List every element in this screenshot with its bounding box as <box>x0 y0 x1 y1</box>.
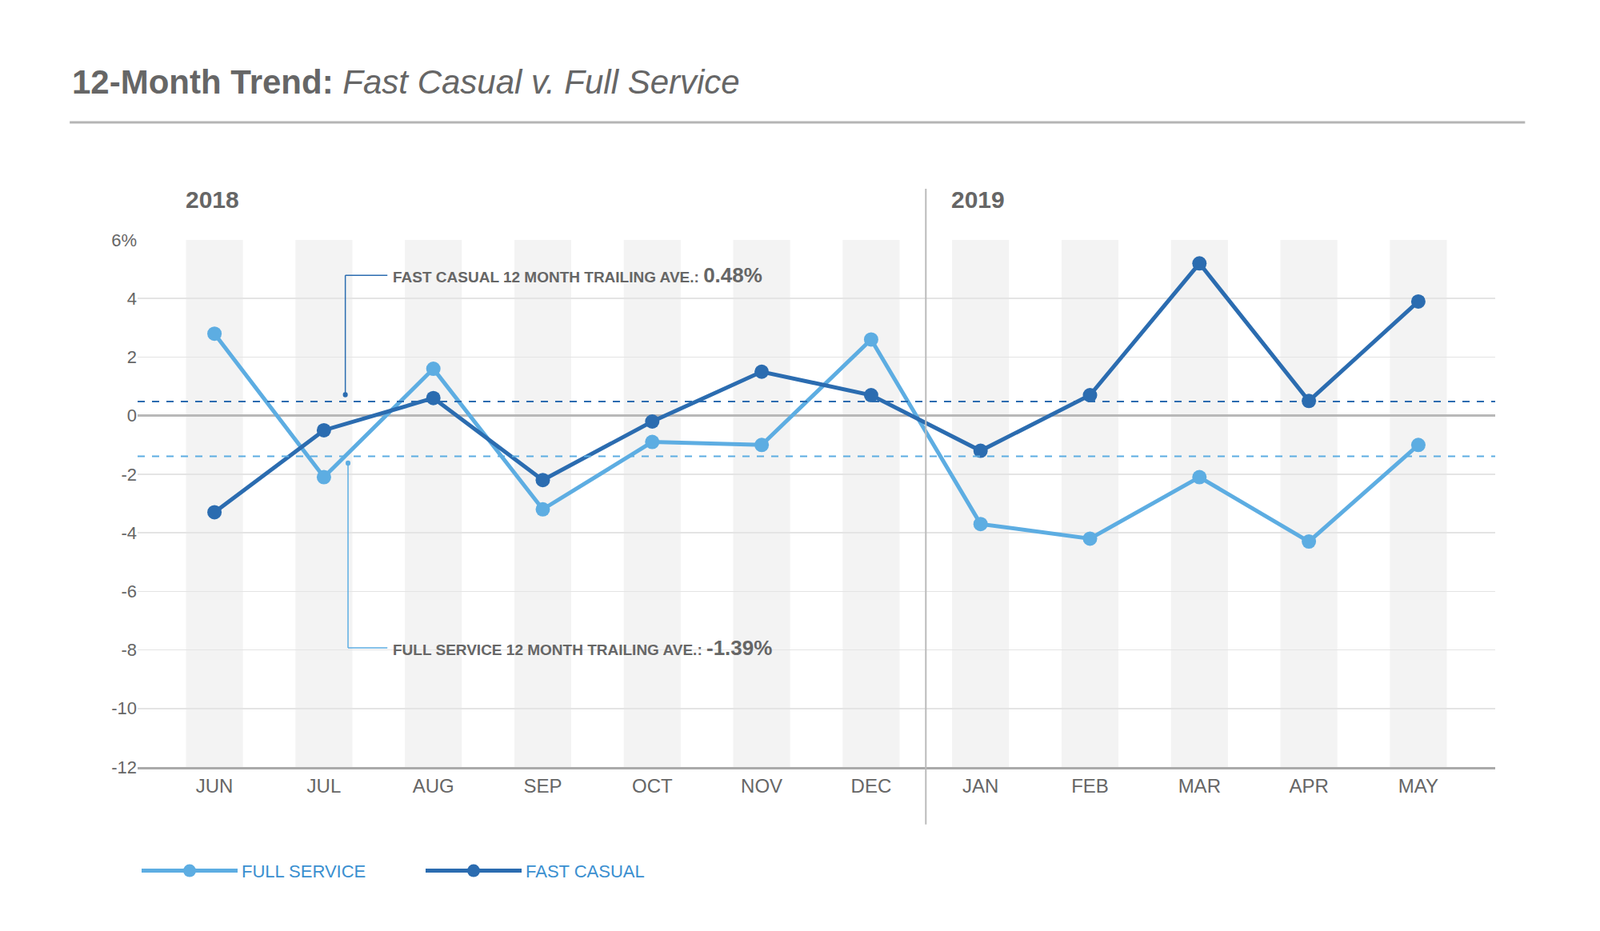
svg-text:-10: -10 <box>111 698 137 719</box>
svg-text:2018: 2018 <box>185 186 240 213</box>
svg-text:-2: -2 <box>120 464 137 485</box>
svg-text:NOV: NOV <box>740 775 783 797</box>
svg-text:6%: 6% <box>111 230 137 251</box>
svg-text:2: 2 <box>127 347 137 368</box>
svg-text:12-Month Trend: Fast Casual v.: 12-Month Trend: Fast Casual v. Full Serv… <box>72 63 740 101</box>
svg-text:-8: -8 <box>120 640 137 660</box>
svg-text:JUL: JUL <box>307 775 342 797</box>
svg-text:FULL SERVICE: FULL SERVICE <box>241 861 366 882</box>
svg-text:-4: -4 <box>120 523 137 544</box>
svg-text:MAY: MAY <box>1398 775 1439 797</box>
svg-text:JUN: JUN <box>196 775 234 797</box>
svg-text:FAST CASUAL: FAST CASUAL <box>525 861 645 882</box>
svg-text:AUG: AUG <box>412 775 455 797</box>
svg-text:-12: -12 <box>111 757 137 778</box>
svg-text:OCT: OCT <box>632 775 673 797</box>
svg-text:4: 4 <box>127 288 137 309</box>
svg-text:2019: 2019 <box>951 186 1005 213</box>
svg-text:MAR: MAR <box>1178 775 1221 797</box>
svg-text:APR: APR <box>1288 775 1328 797</box>
svg-text:FEB: FEB <box>1071 775 1109 797</box>
svg-text:0: 0 <box>127 405 137 426</box>
svg-text:JAN: JAN <box>962 775 999 797</box>
svg-text:DEC: DEC <box>851 775 892 797</box>
svg-text:-6: -6 <box>120 581 137 602</box>
svg-text:FULL SERVICE 12 MONTH TRAILING: FULL SERVICE 12 MONTH TRAILING AVE.: -1.… <box>392 636 772 660</box>
svg-text:SEP: SEP <box>523 775 562 797</box>
svg-text:FAST CASUAL 12 MONTH TRAILING: FAST CASUAL 12 MONTH TRAILING AVE.: 0.48… <box>392 263 763 288</box>
